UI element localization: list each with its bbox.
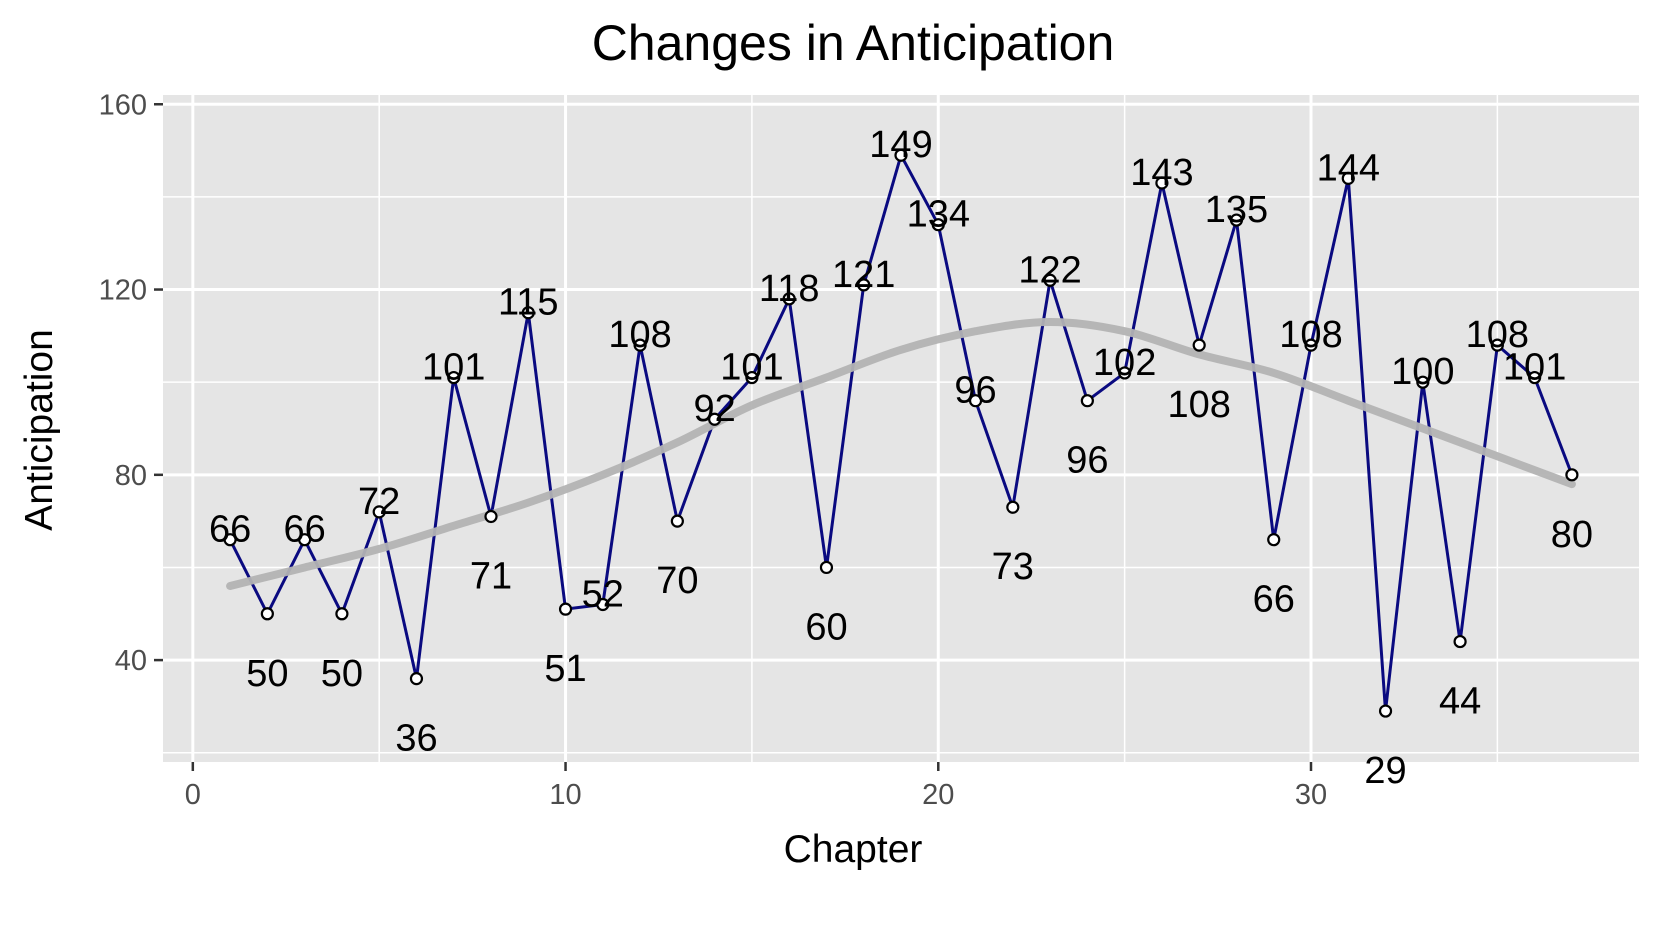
data-point bbox=[1118, 366, 1132, 380]
data-label: 108 bbox=[1167, 384, 1230, 426]
data-label: 96 bbox=[1066, 440, 1108, 482]
data-point bbox=[1229, 213, 1244, 227]
data-label: 96 bbox=[954, 370, 996, 412]
chart-title: Changes in Anticipation bbox=[592, 15, 1115, 71]
x-axis-title: Chapter bbox=[784, 828, 923, 871]
data-label: 50 bbox=[246, 653, 288, 695]
data-point bbox=[1006, 500, 1020, 514]
data-point bbox=[1192, 338, 1206, 352]
data-label: 60 bbox=[805, 606, 847, 648]
data-point bbox=[857, 278, 871, 292]
data-point bbox=[782, 292, 796, 306]
grid-major bbox=[163, 95, 1639, 762]
data-label: 101 bbox=[422, 347, 485, 389]
data-point bbox=[335, 607, 349, 621]
data-label: 51 bbox=[544, 648, 586, 690]
data-point bbox=[633, 338, 647, 352]
y-tick-label: 120 bbox=[99, 275, 147, 307]
data-label: 50 bbox=[321, 653, 363, 695]
data-label: 101 bbox=[1503, 347, 1566, 389]
data-point bbox=[1304, 338, 1318, 352]
data-label: 135 bbox=[1205, 189, 1268, 231]
data-point bbox=[223, 533, 237, 547]
data-point bbox=[1528, 370, 1542, 385]
data-label: 52 bbox=[582, 574, 624, 616]
data-labels: 6650665072361017111551521087092101118601… bbox=[209, 124, 1593, 792]
data-point bbox=[1080, 394, 1094, 408]
data-point bbox=[372, 505, 386, 519]
data-label: 29 bbox=[1364, 750, 1406, 792]
data-label: 121 bbox=[832, 254, 895, 296]
data-point bbox=[708, 412, 722, 426]
x-tick-label: 30 bbox=[1295, 779, 1327, 811]
data-label: 44 bbox=[1439, 681, 1481, 723]
data-point bbox=[931, 218, 945, 232]
x-tick-label: 10 bbox=[549, 779, 581, 811]
data-label: 149 bbox=[869, 124, 932, 166]
data-point bbox=[968, 394, 983, 408]
data-point bbox=[447, 370, 461, 385]
data-label: 108 bbox=[608, 314, 671, 356]
data-points bbox=[223, 148, 1579, 718]
data-point bbox=[558, 602, 573, 616]
data-label: 66 bbox=[283, 509, 325, 551]
data-label: 115 bbox=[498, 282, 559, 324]
series-layer bbox=[223, 148, 1579, 718]
data-point bbox=[1155, 176, 1169, 190]
data-label: 108 bbox=[1279, 314, 1342, 356]
data-point bbox=[298, 533, 312, 547]
data-point bbox=[1565, 468, 1579, 482]
smooth-trend-line bbox=[226, 317, 1576, 590]
data-point bbox=[1341, 171, 1355, 185]
grid-minor bbox=[163, 95, 1639, 762]
data-label: 92 bbox=[693, 388, 735, 430]
data-label: 101 bbox=[720, 347, 783, 389]
y-tick-label: 80 bbox=[115, 460, 147, 492]
data-label: 36 bbox=[395, 718, 437, 760]
data-point bbox=[521, 306, 535, 320]
data-label: 73 bbox=[992, 546, 1034, 588]
y-tick-label: 40 bbox=[115, 645, 147, 677]
data-point bbox=[1043, 273, 1057, 287]
x-tick-label: 0 bbox=[185, 779, 201, 811]
data-label: 66 bbox=[1253, 579, 1295, 621]
data-point bbox=[260, 607, 274, 621]
data-label: 134 bbox=[907, 194, 970, 236]
data-point bbox=[1267, 533, 1281, 547]
data-point bbox=[1453, 634, 1467, 649]
data-label: 71 bbox=[470, 556, 512, 598]
data-point bbox=[819, 560, 834, 575]
data-label: 72 bbox=[358, 481, 400, 523]
data-label: 118 bbox=[759, 268, 820, 310]
data-label: 122 bbox=[1018, 249, 1081, 291]
data-point bbox=[1490, 338, 1504, 352]
data-point bbox=[894, 148, 908, 162]
data-label: 102 bbox=[1093, 342, 1156, 384]
data-point bbox=[596, 597, 610, 612]
y-axis-title: Anticipation bbox=[18, 329, 61, 531]
x-tick-label: 20 bbox=[922, 779, 954, 811]
data-point bbox=[1378, 704, 1393, 718]
data-label: 100 bbox=[1391, 351, 1454, 393]
data-point bbox=[745, 370, 759, 385]
data-label: 144 bbox=[1317, 147, 1380, 189]
axis-ticks: 0 10 20 30 40 80 120 160 bbox=[99, 89, 1328, 811]
data-label: 66 bbox=[209, 509, 251, 551]
data-label: 108 bbox=[1466, 314, 1529, 356]
data-label: 70 bbox=[656, 560, 698, 602]
data-label: 143 bbox=[1130, 152, 1193, 194]
y-tick-label: 160 bbox=[99, 89, 147, 121]
data-point bbox=[670, 514, 684, 528]
data-point bbox=[484, 509, 498, 524]
data-point bbox=[409, 672, 424, 686]
data-label: 80 bbox=[1551, 514, 1593, 556]
data-point bbox=[1416, 375, 1430, 389]
